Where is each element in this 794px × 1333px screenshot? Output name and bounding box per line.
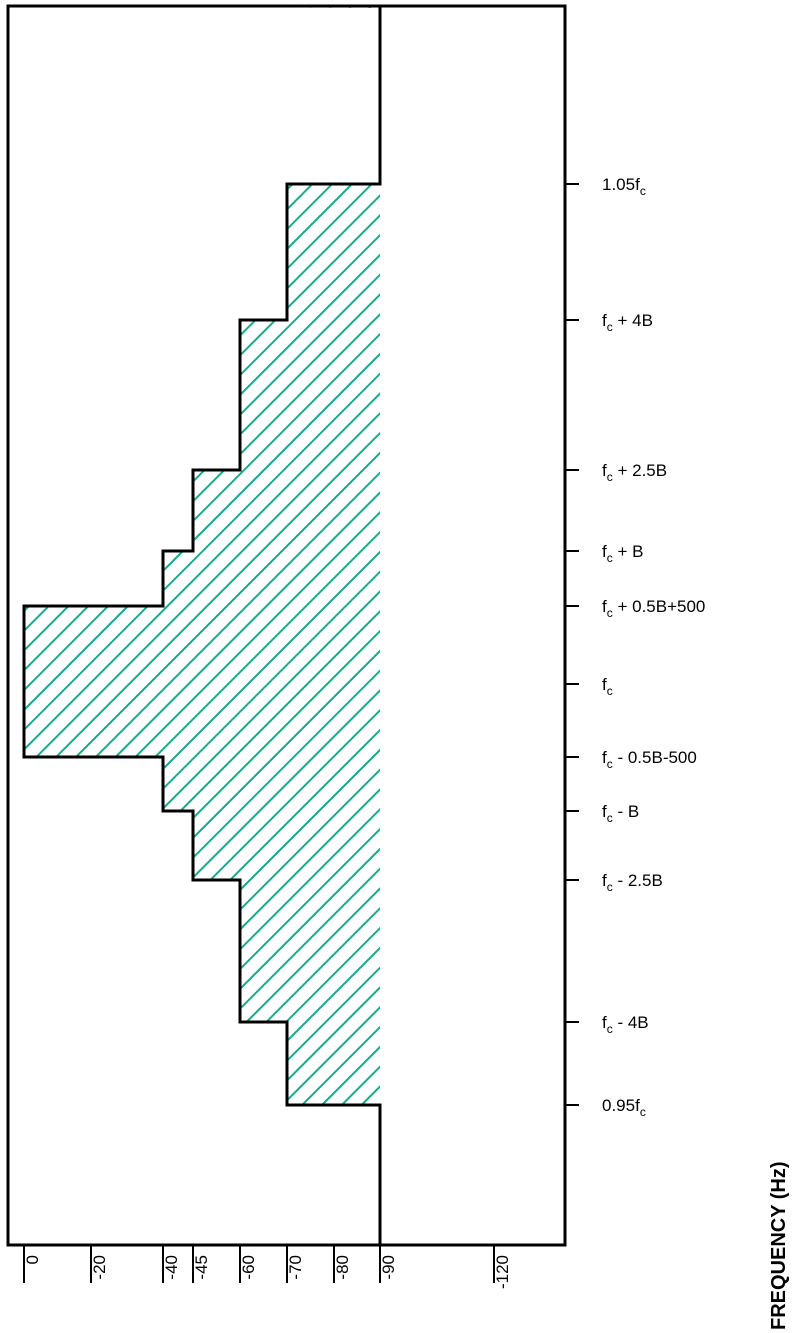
- frequency-tick-label: 0.95fc: [602, 1096, 646, 1119]
- hatched-area: [8, 6, 380, 1245]
- frequency-tick-label: fc: [602, 675, 613, 698]
- frequency-tick-label: fc + B: [602, 542, 643, 565]
- frequency-tick-label: fc + 0.5B+500: [602, 597, 705, 620]
- attenuation-tick-label: -90: [379, 1255, 398, 1280]
- attenuation-tick-label: -60: [239, 1255, 258, 1280]
- attenuation-tick-label: -20: [90, 1255, 109, 1280]
- frequency-tick-label: fc + 2.5B: [602, 461, 667, 484]
- attenuation-tick-label: -45: [192, 1255, 211, 1280]
- attenuation-tick-label: -80: [333, 1255, 352, 1280]
- attenuation-tick-label: -40: [162, 1255, 181, 1280]
- attenuation-tick-label: -70: [286, 1255, 305, 1280]
- frequency-tick-label: fc - 2.5B: [602, 871, 663, 894]
- frequency-tick-label: fc - 0.5B-500: [602, 748, 697, 771]
- hatched-mask-region: [8, 6, 380, 1245]
- frequency-tick-label: fc - B: [602, 802, 639, 825]
- frequency-tick-label: 1.05fc: [602, 175, 646, 198]
- mask-outline: [22, 6, 382, 1245]
- attenuation-axis: 0 -20 -40 -45 -60 -70 -80 -90 -120: [23, 1245, 512, 1289]
- attenuation-tick-label: -120: [493, 1255, 512, 1289]
- frequency-tick-label: fc - 4B: [602, 1013, 649, 1036]
- mask-step-line: [22, 6, 382, 1245]
- frequency-axis-title: FREQUENCY (Hz): [768, 1161, 790, 1330]
- attenuation-tick-label: 0: [23, 1255, 42, 1264]
- frequency-tick-label: fc + 4B: [602, 311, 653, 334]
- frequency-axis: 1.05fc fc + 4B fc + 2.5B fc + B fc + 0.5B+50…: [565, 175, 705, 1119]
